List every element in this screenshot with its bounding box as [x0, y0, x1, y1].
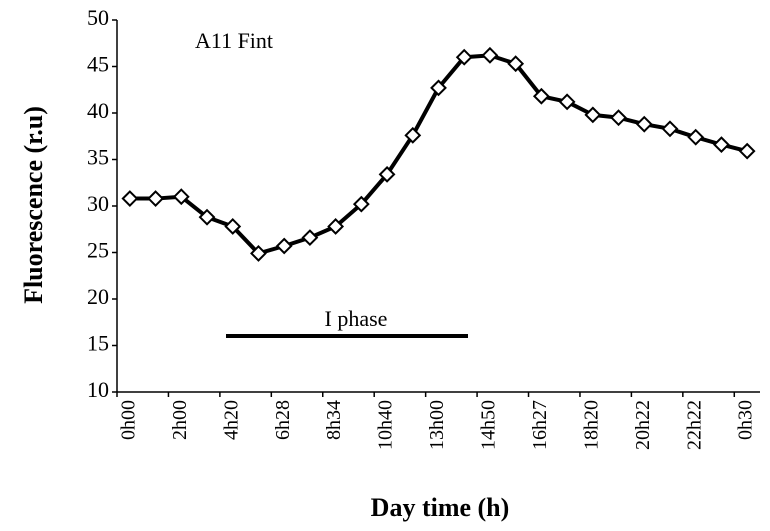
x-tick-label: 0h00 [117, 400, 139, 440]
x-tick-label: 13h00 [426, 400, 448, 450]
x-tick-label: 2h00 [169, 400, 191, 440]
x-tick-label: 16h27 [529, 400, 551, 450]
point [430, 79, 447, 97]
y-tick-label: 50 [87, 5, 109, 30]
point [172, 188, 190, 206]
point [250, 245, 267, 262]
y-tick-label: 10 [87, 377, 109, 402]
point [327, 218, 345, 235]
point [713, 136, 730, 154]
point [378, 165, 396, 183]
y-axis-title: Fluorescence (r.u) [19, 106, 48, 304]
y-tick-label: 45 [87, 52, 109, 77]
annotation: I phase [325, 306, 388, 331]
x-tick-label: 22h22 [683, 400, 705, 450]
point [558, 93, 576, 111]
y-tick-label: 40 [87, 98, 109, 123]
point [147, 190, 164, 207]
point [301, 229, 319, 247]
point [738, 142, 756, 160]
point [455, 48, 473, 66]
x-tick-label: 18h20 [580, 400, 602, 450]
point [481, 46, 499, 64]
x-tick-label: 6h28 [272, 400, 294, 440]
x-tick-label: 20h22 [632, 400, 654, 450]
x-tick-label: 10h40 [375, 400, 397, 450]
point [275, 237, 293, 255]
point [198, 208, 216, 226]
y-tick-label: 35 [87, 145, 109, 170]
point [532, 87, 550, 105]
y-tick-label: 30 [87, 191, 109, 216]
point [352, 195, 370, 213]
point [610, 109, 627, 127]
y-tick-label: 25 [87, 238, 109, 263]
point [661, 120, 679, 138]
x-tick-label: 14h50 [478, 400, 500, 450]
point [635, 115, 653, 133]
annotation: A11 Fint [195, 28, 273, 53]
point [404, 126, 422, 144]
x-tick-label: 0h30 [735, 400, 757, 440]
point [687, 128, 705, 146]
y-tick-label: 20 [87, 284, 109, 309]
point [224, 218, 242, 235]
point [507, 55, 525, 73]
x-axis-title: Day time (h) [371, 493, 510, 522]
x-tick-label: 8h34 [323, 400, 345, 440]
point [121, 190, 139, 207]
y-tick-label: 15 [87, 331, 109, 356]
x-tick-label: 4h20 [220, 400, 242, 440]
point [584, 106, 602, 124]
